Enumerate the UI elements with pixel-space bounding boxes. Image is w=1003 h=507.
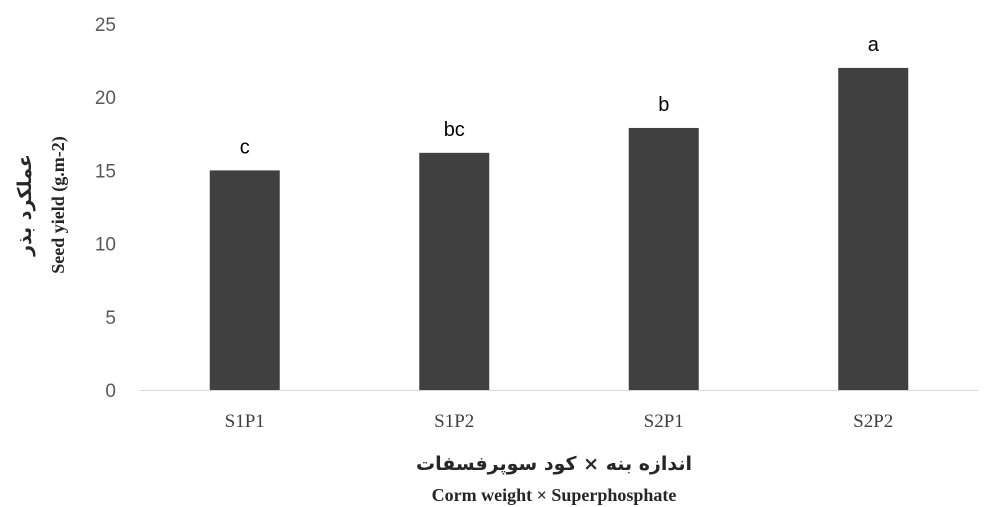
y-tick-label: 5 [105,308,116,329]
y-tick-label: 25 [95,15,116,36]
x-tick-label: S1P1 [225,411,265,432]
bars [209,67,909,391]
data-label-s1p2: bc [444,119,465,141]
y-tick-label: 15 [95,161,116,182]
x-tick-label: S2P1 [644,411,684,432]
bar-s1p1 [209,170,280,390]
data-label-s1p1: c [240,136,250,158]
bar-s2p2 [838,67,909,391]
x-tick-label: S1P2 [434,411,474,432]
y-tick-label: 0 [105,381,116,402]
y-axis-title-persian: عملکرد بذر [14,154,36,257]
x-axis-title-persian: اندازه بنه × کود سوپرفسفات [416,453,692,475]
y-axis-ticks: 0 5 10 15 20 25 [95,15,116,402]
x-tick-label: S2P2 [853,411,893,432]
x-axis-title-english: Corm weight × Superphosphate [432,485,677,505]
y-tick-label: 20 [95,88,116,109]
data-labels: c bc b a [240,34,880,158]
data-label-s2p1: b [658,94,669,116]
bar-s1p2 [419,152,490,390]
y-axis-title-english: Seed yield (g.m-2) [48,136,69,273]
bar-s2p1 [628,127,699,390]
y-tick-label: 10 [95,235,116,256]
data-label-s2p2: a [868,34,880,56]
x-axis-ticks: S1P1 S1P2 S2P1 S2P2 [225,411,894,432]
